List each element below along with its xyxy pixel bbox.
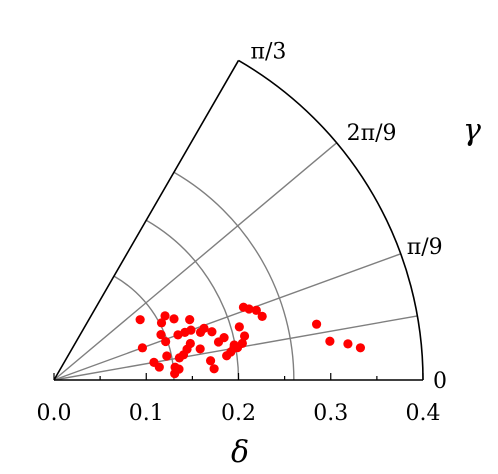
data-point (162, 351, 172, 361)
angle-label-0: 0 (433, 369, 447, 394)
data-point (234, 322, 244, 332)
data-point (169, 314, 179, 324)
data-point (174, 353, 184, 363)
data-point (186, 325, 196, 335)
data-point (154, 362, 164, 372)
labels-layer: 0.0 0.1 0.2 0.3 0.4 δ 0 π/9 2π/9 π/3 γ (37, 39, 482, 470)
x-axis-label: δ (231, 435, 249, 470)
data-point (161, 336, 171, 347)
radial-gridline-1 (145, 219, 240, 381)
data-point (213, 337, 224, 347)
data-point (205, 356, 216, 366)
data-point (209, 364, 219, 374)
data-point (185, 314, 195, 325)
x-tick-label: 0.1 (129, 401, 164, 426)
data-point (207, 327, 217, 337)
data-point (135, 315, 145, 325)
angular-axis-label: γ (463, 113, 481, 148)
x-tick-label: 0.0 (37, 401, 72, 426)
angular-gridline-2 (53, 142, 338, 381)
angle-label-1: π/9 (407, 235, 443, 260)
data-point (237, 338, 247, 348)
data-point (343, 339, 353, 349)
x-tick-label: 0.3 (313, 401, 348, 426)
data-point (238, 302, 249, 312)
radial-gridline-2 (173, 171, 295, 381)
data-point (173, 330, 183, 340)
outer-arc (238, 59, 424, 381)
x-tick-label: 0.2 (221, 401, 256, 426)
data-point (156, 318, 167, 328)
data-point (195, 344, 205, 354)
angle-label-2: 2π/9 (347, 121, 397, 146)
tick-layer (53, 373, 424, 380)
data-point (257, 311, 267, 321)
data-point (137, 343, 148, 353)
sector-edge-line (53, 60, 240, 381)
data-point (239, 331, 250, 341)
data-point (160, 311, 170, 321)
grid-layer (53, 142, 418, 381)
x-tick-label: 0.4 (406, 401, 441, 426)
angular-gridline-1 (53, 253, 401, 381)
data-point (174, 364, 184, 374)
data-point (251, 305, 261, 315)
angle-label-3: π/3 (251, 39, 287, 64)
data-points-layer (135, 302, 366, 379)
data-point (311, 319, 322, 329)
data-point (355, 343, 366, 353)
data-point (325, 336, 335, 346)
data-point (199, 323, 209, 333)
frame-layer (53, 59, 424, 381)
data-point (156, 329, 166, 340)
